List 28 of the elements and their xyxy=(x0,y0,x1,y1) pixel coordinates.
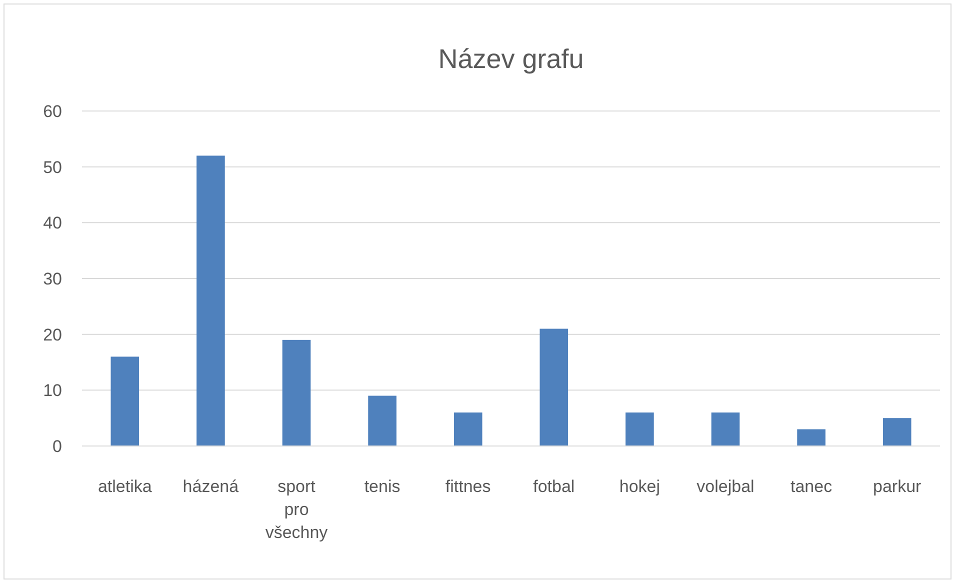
y-tick-label: 60 xyxy=(43,102,62,121)
bar xyxy=(797,429,826,446)
x-tick-label: házená xyxy=(182,477,240,496)
chart-title: Název grafu xyxy=(438,44,584,74)
x-tick-label: sport pro všechny xyxy=(265,477,328,542)
bar xyxy=(540,328,568,446)
x-tick-label: volejbal xyxy=(696,477,754,496)
bar xyxy=(711,412,740,446)
bar xyxy=(110,356,140,446)
x-tick-label: atletika xyxy=(98,477,152,496)
y-tick-label: 40 xyxy=(43,214,62,233)
x-tick-label: hokej xyxy=(619,477,660,496)
x-tick-label: parkur xyxy=(873,477,922,496)
x-tick-label: fittnes xyxy=(445,477,491,496)
bar xyxy=(196,156,225,446)
x-tick-label: tenis xyxy=(364,477,400,496)
y-tick-label: 20 xyxy=(43,325,62,344)
x-tick-label: fotbal xyxy=(533,477,575,496)
y-tick-label: 0 xyxy=(52,436,62,456)
x-tick-label: tanec xyxy=(790,477,833,496)
y-tick-label: 50 xyxy=(43,158,62,177)
y-tick-label: 30 xyxy=(43,269,62,288)
bar xyxy=(626,412,654,446)
y-tick-label: 10 xyxy=(43,381,62,400)
bar xyxy=(368,396,396,446)
bar xyxy=(882,418,912,446)
bar xyxy=(454,412,482,446)
bar xyxy=(282,340,311,446)
